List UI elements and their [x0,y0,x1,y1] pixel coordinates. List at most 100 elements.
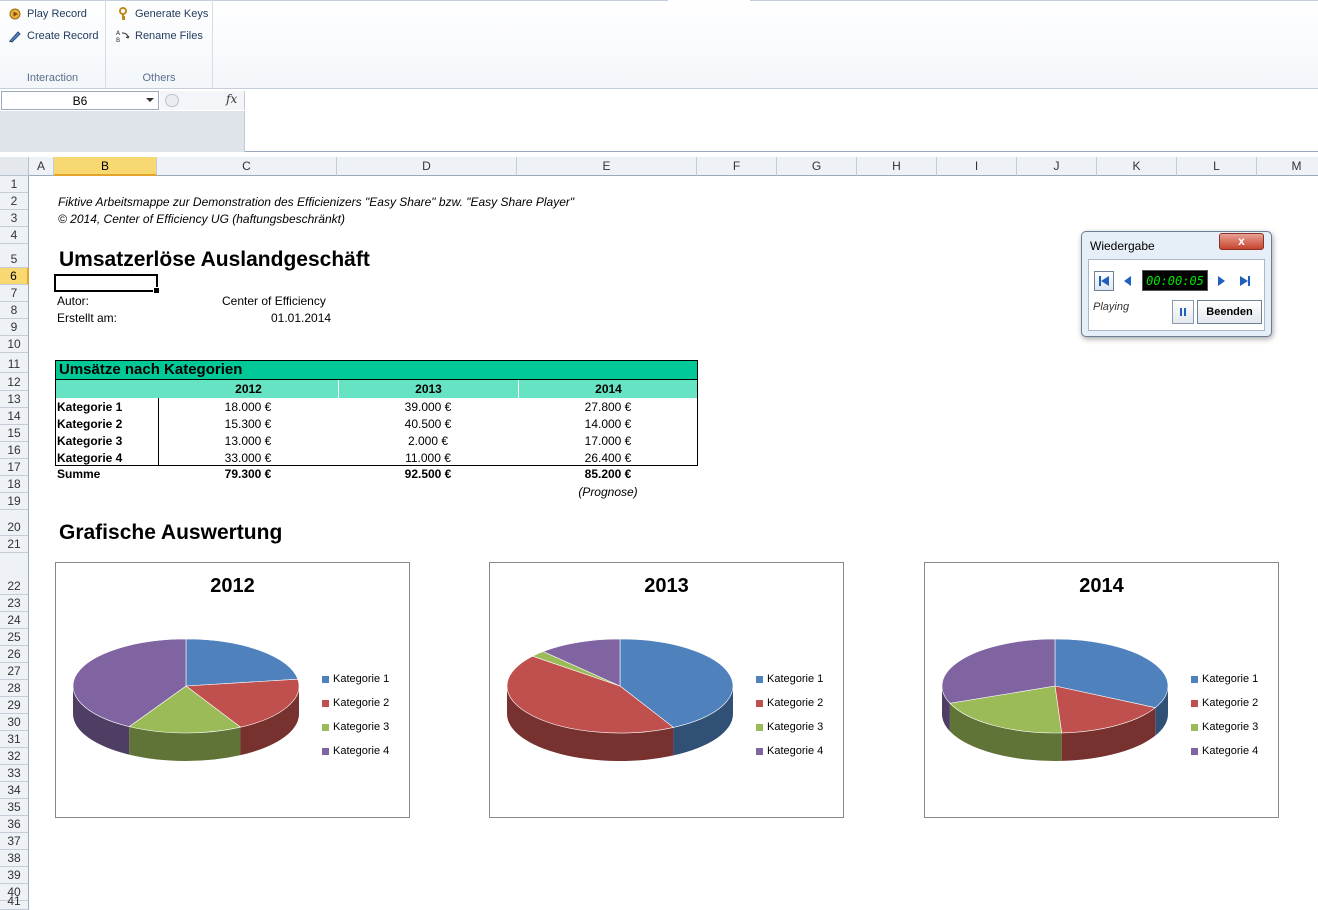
row-header-24[interactable]: 24 [0,612,29,629]
row-header-32[interactable]: 32 [0,748,29,765]
table-cell: 18.000 € [224,400,272,414]
column-header-a[interactable]: A [29,157,54,176]
legend-item: Kategorie 3 [1191,715,1258,739]
pie-slice-1[interactable] [185,638,299,687]
row-header-4[interactable]: 4 [0,227,29,244]
svg-text:A: A [116,30,121,37]
row-header-6[interactable]: 6 [0,268,29,285]
column-header-k[interactable]: K [1097,157,1177,176]
row-header-28[interactable]: 28 [0,680,29,697]
row-header-22[interactable]: 22 [0,553,29,595]
row-header-26[interactable]: 26 [0,646,29,663]
row-header-30[interactable]: 30 [0,714,29,731]
column-header-i[interactable]: I [937,157,1017,176]
row-header-7[interactable]: 7 [0,285,29,302]
select-all-corner[interactable] [0,157,29,176]
row-header-38[interactable]: 38 [0,850,29,867]
legend-label: Kategorie 1 [1202,673,1259,685]
insert-function-button[interactable]: fx [226,92,238,106]
pie-slice-3[interactable] [128,685,242,734]
step-back-button[interactable] [1118,271,1138,291]
pie-slice-4[interactable] [941,638,1056,704]
name-box-dropdown-icon[interactable] [146,98,154,102]
column-header-j[interactable]: J [1017,157,1097,176]
row-header-29[interactable]: 29 [0,697,29,714]
name-box[interactable]: B6 [1,91,159,110]
ribbon: Play Record Create Record Interaction Ge… [0,0,1318,89]
column-header-h[interactable]: H [857,157,937,176]
create-record-icon [9,31,21,43]
row-header-40[interactable]: 40 [0,884,29,901]
row-header-11[interactable]: 11 [0,353,29,373]
formula-input[interactable] [246,89,1318,151]
pie-chart-2014[interactable]: 2014 Kategorie 1 Kategorie 2 Kategorie 3 Kat… [924,562,1279,818]
create-record-button[interactable]: Create Record [8,27,99,45]
legend-swatch [322,723,329,731]
pie-slice-2[interactable] [506,655,675,734]
row-header-27[interactable]: 27 [0,663,29,680]
row-header-19[interactable]: 19 [0,493,29,510]
pie-slice-1[interactable] [619,638,734,728]
stop-button[interactable]: Beenden [1197,300,1262,324]
row-header-37[interactable]: 37 [0,833,29,850]
row-header-5[interactable]: 5 [0,244,29,268]
row-header-1[interactable]: 1 [0,176,29,193]
column-header-m[interactable]: M [1257,157,1318,176]
step-forward-icon [1218,276,1225,286]
pie-slice-1[interactable] [1054,638,1169,709]
close-button[interactable]: x [1219,233,1264,250]
column-header-b[interactable]: B [54,157,157,176]
row-header-41[interactable]: 41 [0,894,29,910]
row-header-14[interactable]: 14 [0,408,29,425]
pie-chart-2013[interactable]: 2013 Kategorie 1 Kategorie 2 Kategorie 3 Kat… [489,562,844,818]
pie-slice-side [1155,686,1168,736]
row-header-33[interactable]: 33 [0,765,29,782]
chart-title: 2014 [1079,575,1124,597]
pie-slice-3[interactable] [949,685,1063,734]
pie-slice-side [949,703,1062,761]
active-cell-b6[interactable] [54,274,160,294]
row-header-21[interactable]: 21 [0,536,29,553]
column-header-c[interactable]: C [157,157,337,176]
row-header-36[interactable]: 36 [0,816,29,833]
row-header-34[interactable]: 34 [0,782,29,799]
row-header-39[interactable]: 39 [0,867,29,884]
play-record-button[interactable]: Play Record [8,5,87,23]
row-header-17[interactable]: 17 [0,459,29,476]
row-header-9[interactable]: 9 [0,319,29,336]
pie-slice-side [673,686,733,756]
step-forward-button[interactable] [1211,271,1231,291]
playback-timer: 00:00:05 [1142,270,1208,291]
skip-to-start-button[interactable] [1094,271,1114,291]
pie-slice-2[interactable] [185,678,300,728]
row-header-35[interactable]: 35 [0,799,29,816]
column-header-f[interactable]: F [697,157,777,176]
pie-chart-2012[interactable]: 2012 Kategorie 1 Kategorie 2 Kategorie 3 Kat… [55,562,410,818]
row-header-13[interactable]: 13 [0,391,29,408]
legend-label: Kategorie 1 [767,673,824,685]
row-header-25[interactable]: 25 [0,629,29,646]
row-header-8[interactable]: 8 [0,302,29,319]
column-header-l[interactable]: L [1177,157,1257,176]
row-header-23[interactable]: 23 [0,595,29,612]
column-header-d[interactable]: D [337,157,517,176]
pause-button[interactable] [1172,300,1194,324]
pie-slice-2[interactable] [1054,685,1156,734]
legend-label: Kategorie 3 [767,721,824,733]
skip-to-end-button[interactable] [1235,271,1255,291]
row-header-18[interactable]: 18 [0,476,29,493]
row-header-10[interactable]: 10 [0,336,29,353]
row-header-15[interactable]: 15 [0,425,29,442]
row-header-31[interactable]: 31 [0,731,29,748]
row-header-12[interactable]: 12 [0,373,29,391]
generate-keys-button[interactable]: Generate Keys [116,5,208,23]
row-header-20[interactable]: 20 [0,510,29,536]
pie-slice-4[interactable] [72,638,187,727]
column-header-e[interactable]: E [517,157,697,176]
row-header-3[interactable]: 3 [0,210,29,227]
column-header-g[interactable]: G [777,157,857,176]
row-header-16[interactable]: 16 [0,442,29,459]
pie-slice-4[interactable] [542,638,621,687]
row-header-2[interactable]: 2 [0,193,29,210]
